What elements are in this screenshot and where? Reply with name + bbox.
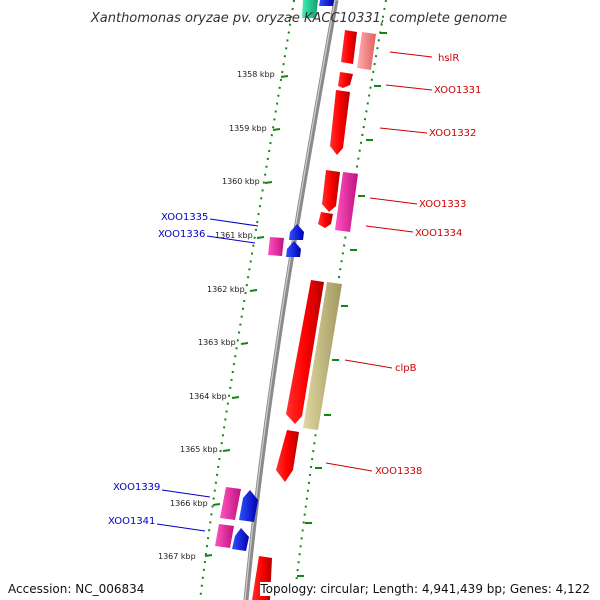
- tick-labels: 1358 kbp 1359 kbp 1360 kbp 1361 kbp 1362…: [158, 70, 275, 561]
- tick-label: 1365 kbp: [180, 445, 218, 454]
- map-title: Xanthomonas oryzae pv. oryzae KACC10331,…: [90, 11, 507, 26]
- gene-label-clpb: clpB: [395, 363, 417, 374]
- gene-label-xoo1336: XOO1336: [158, 229, 205, 240]
- tick-label: 1362 kbp: [207, 285, 245, 294]
- gene-feature: [302, 0, 318, 18]
- gene-feature: [232, 528, 249, 551]
- left-tick-track: [199, 0, 295, 600]
- gene-feature: [289, 224, 304, 240]
- gene-label-xoo1338: XOO1338: [375, 466, 422, 477]
- gene-feature: [276, 430, 299, 482]
- tick-label: 1359 kbp: [229, 124, 267, 133]
- gene-feature: [330, 90, 350, 155]
- gene-feature: [338, 72, 353, 88]
- topology-text: Topology: circular; Length: 4,941,439 bp…: [260, 582, 590, 596]
- gene-feature: [318, 212, 333, 228]
- label-connectors-right: [325, 51, 433, 472]
- tick-label: 1358 kbp: [237, 70, 275, 79]
- gene-features: [215, 0, 376, 600]
- gene-feature: [215, 524, 234, 548]
- label-connectors-left: [156, 218, 259, 532]
- gene-feature: [268, 237, 284, 256]
- gene-label-xoo1333: XOO1333: [419, 199, 466, 210]
- gene-label-xoo1332: XOO1332: [429, 128, 476, 139]
- tick-label: 1367 kbp: [158, 552, 196, 561]
- gene-feature: [303, 282, 342, 430]
- gene-label-xoo1341: XOO1341: [108, 516, 155, 527]
- gene-feature: [239, 490, 258, 522]
- gene-feature: [335, 172, 358, 232]
- tick-marks-left: [204, 75, 289, 557]
- gene-feature: [286, 241, 301, 257]
- gene-feature: [319, 0, 334, 6]
- tick-label: 1366 kbp: [170, 499, 208, 508]
- tick-label: 1363 kbp: [198, 338, 236, 347]
- gene-feature: [341, 30, 357, 64]
- gene-feature: [357, 32, 376, 70]
- gene-feature: [322, 170, 340, 212]
- tick-label: 1364 kbp: [189, 392, 227, 401]
- tick-label: 1361 kbp: [215, 231, 253, 240]
- tick-label: 1360 kbp: [222, 177, 260, 186]
- gene-feature: [286, 280, 324, 424]
- gene-feature: [220, 487, 241, 520]
- gene-label-xoo1339: XOO1339: [113, 482, 160, 493]
- tick-marks-right: [297, 32, 387, 577]
- gene-label-hslr: hslR: [438, 53, 459, 64]
- gene-label-xoo1335: XOO1335: [161, 212, 208, 223]
- genome-backbone: [243, 0, 339, 600]
- gene-label-xoo1331: XOO1331: [434, 85, 481, 96]
- gene-label-xoo1334: XOO1334: [415, 228, 462, 239]
- accession-text: Accession: NC_006834: [8, 582, 145, 596]
